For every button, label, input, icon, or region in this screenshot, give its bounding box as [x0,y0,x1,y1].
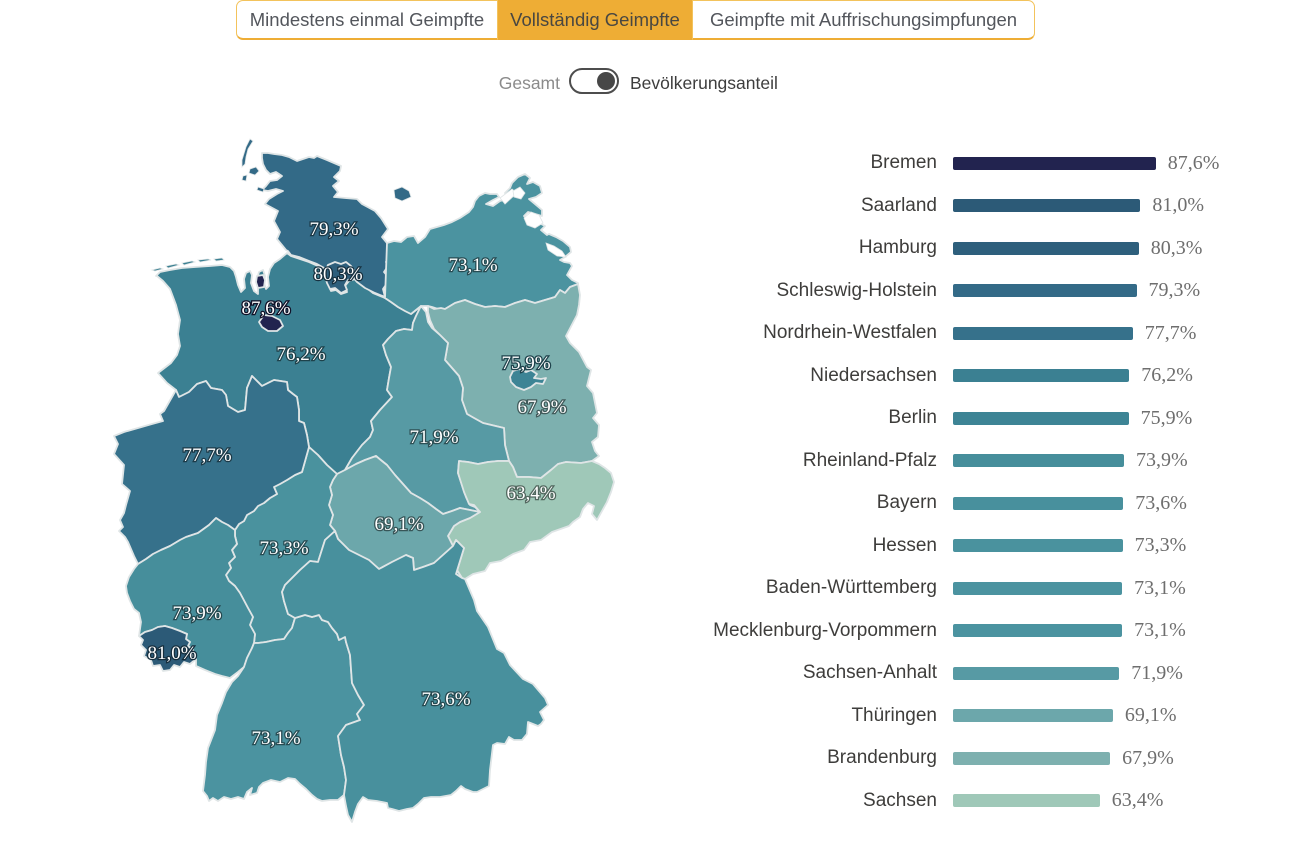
svg-text:73,1%: 73,1% [251,728,300,749]
svg-text:73,1%: 73,1% [448,255,497,276]
svg-text:73,9%: 73,9% [172,603,221,624]
svg-text:77,7%: 77,7% [182,445,231,466]
svg-text:79,3%: 79,3% [309,219,358,240]
svg-text:67,9%: 67,9% [517,397,566,418]
svg-text:80,3%: 80,3% [313,264,362,285]
svg-text:69,1%: 69,1% [374,514,423,535]
svg-text:63,4%: 63,4% [506,483,555,504]
svg-text:87,6%: 87,6% [241,298,290,319]
svg-text:75,9%: 75,9% [501,353,550,374]
svg-text:81,0%: 81,0% [147,643,196,664]
svg-text:73,3%: 73,3% [259,538,308,559]
svg-text:76,2%: 76,2% [276,344,325,365]
svg-text:71,9%: 71,9% [409,427,458,448]
svg-text:73,6%: 73,6% [421,689,470,710]
